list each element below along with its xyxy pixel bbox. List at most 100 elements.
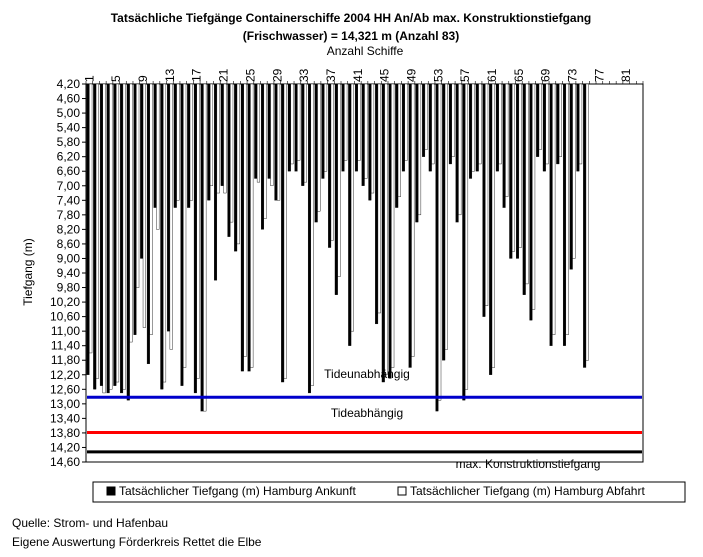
y-tick-label: 9,80 — [57, 281, 81, 295]
bar-abfahrt — [491, 83, 495, 368]
bar-abfahrt — [95, 83, 99, 379]
bar-ankunft — [475, 83, 479, 172]
bar-abfahrt — [424, 83, 428, 150]
bar-abfahrt — [585, 83, 589, 361]
bar-abfahrt — [545, 83, 549, 165]
bar-ankunft — [348, 83, 352, 346]
y-tick-label: 7,80 — [57, 208, 81, 222]
y-tick-label: 11,40 — [51, 339, 80, 353]
bar-abfahrt — [538, 83, 542, 150]
bar-ankunft — [569, 83, 573, 270]
bar-abfahrt — [505, 83, 509, 197]
bar-abfahrt — [183, 83, 187, 368]
bar-abfahrt — [115, 83, 120, 383]
bar-ankunft — [220, 83, 224, 186]
x-tick-label: 61 — [485, 68, 499, 82]
bar-abfahrt — [129, 83, 133, 343]
bar-ankunft — [86, 83, 90, 375]
bar-ankunft — [375, 83, 379, 325]
x-tick-label: 57 — [458, 68, 472, 82]
y-tick-label: 4,20 — [57, 77, 81, 91]
bar-abfahrt — [565, 83, 569, 335]
bar-ankunft — [133, 83, 137, 335]
bar-ankunft — [415, 83, 419, 223]
bar-abfahrt — [478, 83, 482, 165]
annotation-tideunabhaengig: Tideunabhängig — [324, 367, 410, 381]
bar-abfahrt — [203, 83, 207, 412]
bar-ankunft — [469, 83, 473, 179]
bar-abfahrt — [471, 83, 475, 172]
bar-ankunft — [281, 83, 285, 383]
bar-ankunft — [388, 83, 392, 379]
bar-ankunft — [240, 83, 244, 372]
y-tick-label: 13,80 — [50, 426, 80, 440]
bar-ankunft — [522, 83, 526, 295]
bar-ankunft — [214, 83, 218, 281]
y-tick-label: 8,20 — [57, 222, 81, 236]
bar-abfahrt — [290, 83, 294, 165]
bar-abfahrt — [142, 83, 146, 328]
bar-abfahrt — [156, 83, 160, 230]
bar-ankunft — [200, 83, 204, 412]
bar-abfahrt — [330, 83, 334, 241]
bar-ankunft — [455, 83, 459, 223]
bar-ankunft — [482, 83, 486, 317]
y-tick-label: 5,80 — [57, 135, 81, 149]
bar-ankunft — [207, 83, 211, 201]
bar-abfahrt — [270, 83, 274, 186]
bar-ankunft — [361, 83, 365, 186]
y-tick-label: 13,00 — [50, 397, 80, 411]
y-tick-label: 6,60 — [57, 164, 81, 178]
x-tick-label: 37 — [324, 68, 338, 82]
bar-ankunft — [126, 83, 130, 401]
chart-title-line1: Tatsächliche Tiefgänge Containerschiffe … — [111, 11, 592, 25]
bar-ankunft — [334, 83, 338, 295]
bar-ankunft — [193, 83, 197, 394]
bar-ankunft — [307, 83, 311, 394]
bar-abfahrt — [485, 83, 489, 306]
bar-abfahrt — [511, 83, 516, 252]
bar-abfahrt — [216, 83, 220, 194]
x-tick-label: 41 — [351, 68, 365, 82]
bar-ankunft — [549, 83, 553, 346]
bar-abfahrt — [189, 83, 193, 201]
bar-ankunft — [489, 83, 493, 375]
bar-abfahrt — [277, 83, 281, 201]
bar-abfahrt — [223, 83, 227, 194]
y-tick-label: 6,20 — [57, 150, 81, 164]
annotation-max-konstruktionstiefgang: max. Konstruktionstiefgang — [456, 457, 601, 471]
bar-ankunft — [408, 83, 412, 368]
bar-abfahrt — [464, 83, 469, 390]
y-tick-label: 7,00 — [57, 179, 81, 193]
y-tick-label: 8,60 — [57, 237, 81, 251]
x-tick-label: 1 — [82, 75, 96, 82]
bar-abfahrt — [303, 83, 307, 183]
bar-ankunft — [341, 83, 345, 172]
bar-abfahrt — [310, 83, 314, 386]
bar-abfahrt — [417, 83, 422, 216]
x-tick-label: 21 — [217, 68, 231, 82]
bar-ankunft — [173, 83, 177, 208]
bar-abfahrt — [391, 83, 395, 368]
bars-group — [86, 83, 589, 412]
bar-abfahrt — [364, 83, 368, 179]
bar-ankunft — [160, 83, 164, 390]
bar-ankunft — [395, 83, 399, 208]
bar-abfahrt — [357, 83, 361, 161]
bar-ankunft — [247, 83, 251, 372]
bar-ankunft — [536, 83, 540, 157]
bar-ankunft — [254, 83, 258, 179]
bar-abfahrt — [122, 83, 126, 390]
y-tick-label: 13,40 — [50, 411, 80, 425]
legend-swatch-ankunft — [106, 486, 116, 496]
bar-abfahrt — [324, 83, 328, 172]
bar-abfahrt — [451, 83, 455, 157]
y-axis-label: Tiefgang (m) — [21, 238, 35, 306]
bar-abfahrt — [350, 83, 354, 332]
x-tick-label: 73 — [566, 68, 580, 82]
x-tick-label: 25 — [243, 68, 257, 82]
y-axis-ticks: 4,204,605,005,405,806,206,607,007,407,80… — [50, 77, 86, 469]
bar-ankunft — [227, 83, 231, 237]
y-tick-label: 14,60 — [50, 455, 80, 469]
